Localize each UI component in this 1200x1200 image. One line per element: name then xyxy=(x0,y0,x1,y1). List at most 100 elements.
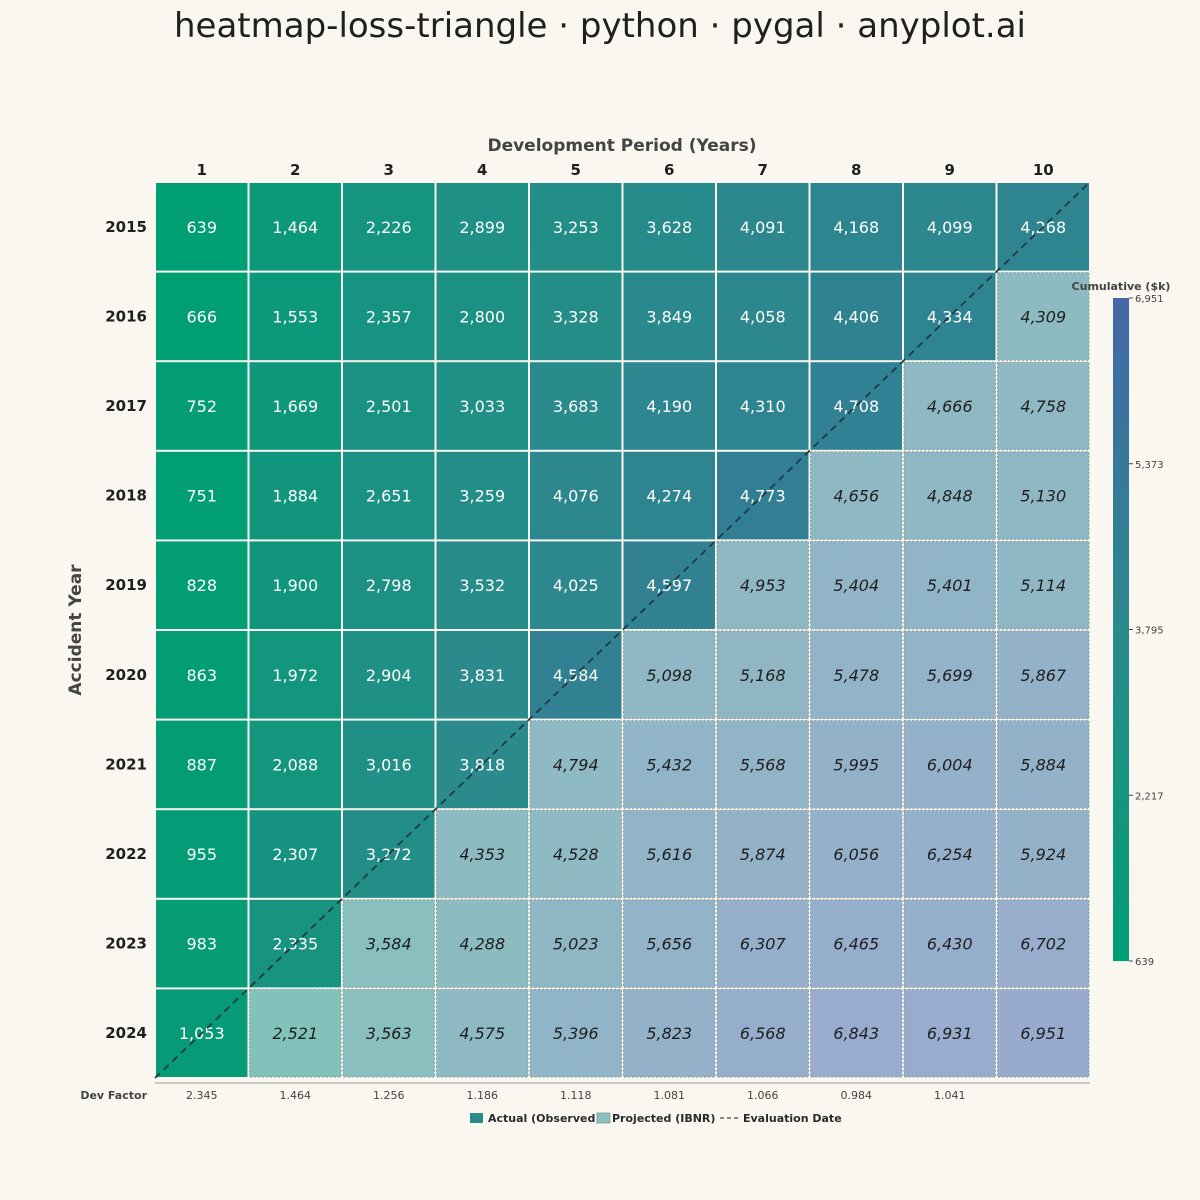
cell-value: 5,130 xyxy=(1020,487,1066,506)
cell-value: 6,465 xyxy=(833,935,879,954)
colorbar xyxy=(1113,298,1129,961)
cell-observed xyxy=(343,272,435,361)
cell-observed xyxy=(249,631,341,719)
cell-observed xyxy=(156,631,248,719)
cell-value: 3,818 xyxy=(459,755,505,774)
x-axis-label: Development Period (Years) xyxy=(487,136,756,156)
cell-observed xyxy=(623,183,715,271)
cell-hatch xyxy=(810,810,902,898)
x-tick-label: 8 xyxy=(851,161,861,179)
cell-value: 828 xyxy=(186,576,217,595)
cell-value: 6,254 xyxy=(927,845,973,864)
cell-value: 4,953 xyxy=(740,576,786,595)
cell-value: 2,651 xyxy=(366,487,412,506)
cell-value: 2,088 xyxy=(272,755,318,774)
cell-observed xyxy=(436,451,528,540)
cell-value: 863 xyxy=(186,666,217,685)
cell-hatch xyxy=(436,810,528,898)
x-tick-label: 5 xyxy=(571,161,581,179)
cell-observed xyxy=(156,362,248,450)
cell-hatch xyxy=(810,451,902,540)
y-tick-label: 2016 xyxy=(105,307,147,325)
x-tick-label: 3 xyxy=(384,161,394,179)
cell-value: 5,924 xyxy=(1020,845,1066,864)
cell-value: 4,528 xyxy=(553,845,599,864)
cell-hatch xyxy=(717,541,809,629)
dev-factor-values: 2.345 1.464 1.256 1.186 1.118 1.081 1.066 0.984… xyxy=(186,1089,966,1102)
cell-observed xyxy=(436,631,528,719)
cell-value: 5,874 xyxy=(740,845,786,864)
y-axis-label: Accident Year xyxy=(66,564,86,696)
cell-hatch xyxy=(810,541,902,629)
cell-value: 2,904 xyxy=(366,666,412,685)
cell-value: 5,396 xyxy=(553,1024,599,1043)
cell-hatch xyxy=(717,989,809,1077)
dev-factor-value: 1.041 xyxy=(934,1089,966,1102)
cell-observed xyxy=(436,272,528,361)
cell-value: 3,683 xyxy=(553,397,599,416)
cell-hatch xyxy=(997,541,1089,629)
y-tick-label: 2024 xyxy=(105,1024,147,1042)
cell-hatch xyxy=(997,272,1089,361)
cell-hatch xyxy=(623,720,715,809)
cell-hatch xyxy=(904,631,996,719)
cell-observed xyxy=(343,183,435,271)
dev-factor-value: 1.464 xyxy=(280,1089,312,1102)
cell-hatch xyxy=(810,631,902,719)
dev-factor-value: 1.081 xyxy=(654,1089,686,1102)
cell-hatch xyxy=(810,720,902,809)
x-tick-label: 7 xyxy=(758,161,768,179)
cell-observed xyxy=(810,272,902,361)
cell-value: 2,798 xyxy=(366,576,412,595)
cell-hatch xyxy=(904,899,996,988)
cell-value: 4,666 xyxy=(927,397,973,416)
cell-hatch xyxy=(904,362,996,450)
cell-hatch xyxy=(530,720,622,809)
cell-hatch xyxy=(810,989,902,1077)
y-tick-label: 2017 xyxy=(105,397,147,415)
cell-value: 2,521 xyxy=(272,1024,318,1043)
cell-hatch xyxy=(997,720,1089,809)
cell-hatch xyxy=(997,810,1089,898)
cell-value: 4,288 xyxy=(459,935,505,954)
cell-value: 2,899 xyxy=(459,218,505,237)
cell-hatch xyxy=(904,541,996,629)
cell-observed xyxy=(530,272,622,361)
cell-value: 5,023 xyxy=(553,935,599,954)
cell-value: 6,430 xyxy=(927,935,973,954)
cell-observed xyxy=(249,720,341,809)
cell-hatch xyxy=(717,899,809,988)
cell-hatch xyxy=(904,989,996,1077)
cell-hatch xyxy=(623,899,715,988)
cell-observed xyxy=(343,541,435,629)
cell-hatch xyxy=(997,989,1089,1077)
cell-value: 6,931 xyxy=(927,1024,973,1043)
cell-value: 887 xyxy=(186,755,217,774)
y-tick-label: 2020 xyxy=(105,666,147,684)
cell-observed xyxy=(717,183,809,271)
cell-value: 4,025 xyxy=(553,576,599,595)
page-title: heatmap-loss-triangle · python · pygal ·… xyxy=(174,6,1026,46)
cell-hatch xyxy=(717,810,809,898)
cell-value: 4,274 xyxy=(646,487,692,506)
cell-value: 1,669 xyxy=(272,397,318,416)
legend-swatch-actual xyxy=(470,1113,483,1123)
cell-value: 2,226 xyxy=(366,218,412,237)
cell-observed xyxy=(717,362,809,450)
cell-value: 983 xyxy=(186,935,217,954)
cell-value: 6,951 xyxy=(1020,1024,1066,1043)
cell-value: 5,114 xyxy=(1020,576,1066,595)
colorbar-tick-label: 639 xyxy=(1135,957,1154,968)
x-tick-label: 6 xyxy=(664,161,674,179)
dev-factor-value: 1.066 xyxy=(747,1089,779,1102)
cell-hatch xyxy=(530,810,622,898)
cell-value: 3,253 xyxy=(553,218,599,237)
x-tick-label: 9 xyxy=(945,161,955,179)
cell-observed xyxy=(623,451,715,540)
cell-observed xyxy=(156,183,248,271)
colorbar-title: Cumulative ($k) xyxy=(1072,280,1171,293)
cell-value: 4,190 xyxy=(646,397,692,416)
cell-observed xyxy=(343,451,435,540)
y-tick-label: 2022 xyxy=(105,845,147,863)
